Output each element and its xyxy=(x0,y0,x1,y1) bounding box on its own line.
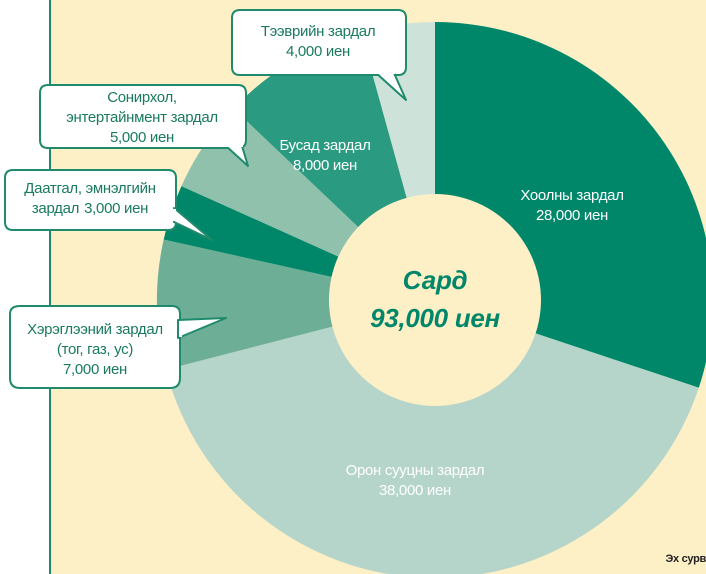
slice-label: Хэрэглээний зардал xyxy=(27,321,163,338)
source: Эх сурв xyxy=(666,553,706,565)
slice xyxy=(435,22,706,388)
callout-join xyxy=(179,321,182,337)
slice-label-line: зардал xyxy=(32,200,79,217)
value-label: 28,000 иен xyxy=(536,207,608,224)
slice-label: Орон сууцны зардал xyxy=(346,462,485,479)
callout-join xyxy=(375,70,395,74)
center-value: 93,000 иен xyxy=(370,303,500,333)
value-label: 3,000 иен xyxy=(84,200,148,217)
value-label: 7,000 иен xyxy=(63,361,127,378)
callout-tail xyxy=(177,317,227,339)
slices xyxy=(157,22,706,574)
callout-join xyxy=(172,209,176,221)
center-title: Сард xyxy=(403,265,468,295)
value-label: 4,000 иен xyxy=(286,43,350,60)
slice xyxy=(165,326,699,574)
slice-label: зардал 3,000 иен xyxy=(32,200,148,217)
slice xyxy=(157,239,333,370)
slice-label: Бусад зардал xyxy=(279,137,370,154)
value-label: 8,000 иен xyxy=(293,157,357,174)
value-label: 5,000 иен xyxy=(110,129,174,146)
slice-label: Сонирхол, xyxy=(107,89,177,106)
slice-label: Тээврийн зардал xyxy=(261,23,376,40)
slice-label: (тог, газ, ус) xyxy=(57,341,133,358)
callout-box xyxy=(4,169,177,231)
slice xyxy=(233,32,407,227)
slice-label: энтертайнмент зардал xyxy=(66,109,218,126)
callout-join xyxy=(225,143,243,147)
slice-label: Даатгал, эмнэлгийн xyxy=(24,180,155,197)
slice-label: Хоолны зардал xyxy=(520,187,623,204)
slice xyxy=(163,186,339,277)
value-label: 38,000 иен xyxy=(379,482,451,499)
callout-box xyxy=(9,305,181,389)
callout-box xyxy=(231,9,407,76)
